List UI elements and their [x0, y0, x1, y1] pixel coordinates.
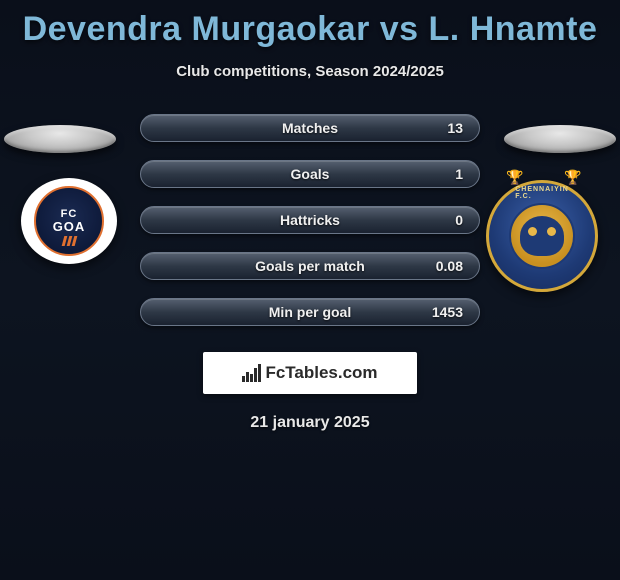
stat-label: Goals: [291, 166, 330, 182]
stat-row-goals-per-match: Goals per match 0.08: [140, 252, 480, 280]
fctables-watermark[interactable]: FcTables.com: [203, 352, 417, 394]
stat-row-matches: Matches 13: [140, 114, 480, 142]
stat-label: Goals per match: [255, 258, 365, 274]
badge-right-arc-text: CHENNAIYIN F.C.: [515, 186, 569, 200]
stat-row-hattricks: Hattricks 0: [140, 206, 480, 234]
stat-label: Matches: [282, 120, 338, 136]
date-label: 21 january 2025: [0, 414, 620, 432]
team-badge-left: FC GOA: [21, 178, 117, 264]
stat-value: 1453: [432, 304, 463, 320]
watermark-text: FcTables.com: [265, 363, 377, 383]
badge-left-line2: GOA: [53, 219, 86, 234]
trophies-icon: 🏆🏆: [506, 169, 578, 183]
team-badge-right: 🏆🏆 CHENNAIYIN F.C.: [486, 180, 598, 292]
flag-left-oval: [4, 125, 116, 153]
stat-row-goals: Goals 1: [140, 160, 480, 188]
stat-value: 0: [455, 212, 463, 228]
flag-right-oval: [504, 125, 616, 153]
comparison-title: Devendra Murgaokar vs L. Hnamte: [0, 0, 620, 49]
stat-value: 13: [447, 120, 463, 136]
stat-label: Min per goal: [269, 304, 351, 320]
fc-goa-logo: FC GOA: [34, 186, 104, 256]
stat-label: Hattricks: [280, 212, 340, 228]
stat-row-min-per-goal: Min per goal 1453: [140, 298, 480, 326]
chart-icon: [242, 364, 261, 382]
stat-value: 1: [455, 166, 463, 182]
stat-value: 0.08: [436, 258, 463, 274]
comparison-subtitle: Club competitions, Season 2024/2025: [0, 63, 620, 80]
chennaiyin-logo: [509, 203, 575, 269]
